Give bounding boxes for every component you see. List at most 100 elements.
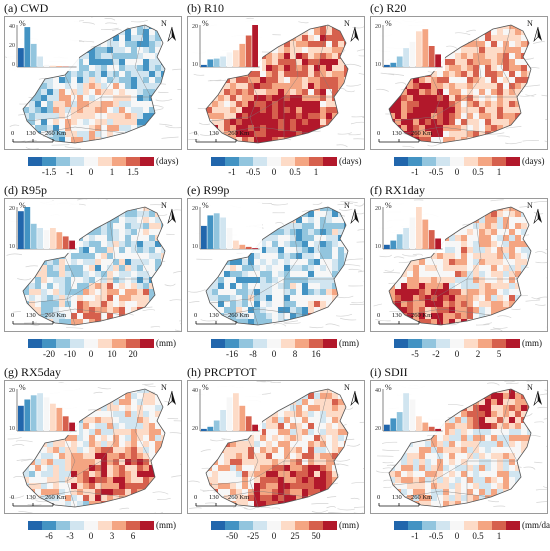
histogram-inset <box>382 389 443 432</box>
legend-swatch <box>323 157 337 166</box>
percent-label: % <box>385 201 392 210</box>
histogram-bar <box>233 393 239 431</box>
histogram-ytick: 10 <box>375 62 381 68</box>
panel-title: (h) PRCPTOT <box>187 365 257 379</box>
legend-tick: 3 <box>109 531 115 541</box>
legend-swatch <box>506 521 520 530</box>
legend-swatch <box>436 339 450 348</box>
legend-tick: 0 <box>271 531 277 541</box>
legend-tick: 6 <box>130 531 136 541</box>
histogram-bar <box>50 65 56 67</box>
histogram-bar <box>435 54 441 67</box>
histogram-bar <box>213 213 220 249</box>
histogram-ytick: 20 <box>375 206 381 212</box>
histogram-bar <box>226 228 233 249</box>
legend-swatch <box>478 157 492 166</box>
legend-swatch <box>253 521 267 530</box>
histogram-bar <box>403 228 409 249</box>
scale-bar <box>195 139 237 143</box>
scale-bar <box>378 503 420 507</box>
legend-tick: 16 <box>311 349 321 359</box>
north-label: N <box>527 19 533 28</box>
legend-swatch <box>309 157 323 166</box>
histogram-inset <box>199 25 260 68</box>
percent-label: % <box>19 383 26 392</box>
legend-tick: 0 <box>271 349 277 359</box>
legend-unit: (mm/day) <box>522 520 550 530</box>
legend-swatch <box>126 339 140 348</box>
histogram-ytick: 10 <box>192 244 198 250</box>
scale-bar-end: 260 Km <box>411 130 433 137</box>
north-label: N <box>161 19 167 28</box>
map-frame: % 40 20 N 0 130 260 Km <box>187 380 365 514</box>
north-label: N <box>161 201 167 210</box>
legend-swatch <box>126 521 140 530</box>
histogram-bar <box>69 422 75 431</box>
percent-label: % <box>19 19 26 28</box>
legend-swatch <box>98 521 112 530</box>
histogram-bar <box>252 248 258 249</box>
legend-tick: 0 <box>454 167 460 177</box>
legend-tick: -8 <box>249 349 257 359</box>
map-canvas <box>373 381 547 508</box>
legend-tick: 1 <box>496 531 502 541</box>
legend-tick: 8 <box>292 349 298 359</box>
histogram-bar <box>56 407 63 431</box>
histogram-bar <box>390 240 397 249</box>
histogram-bar <box>435 238 441 249</box>
legend-swatch <box>42 157 56 166</box>
histogram-ytick: 10 <box>375 244 381 250</box>
scale-bar-zero: 0 <box>194 494 198 501</box>
north-arrow-icon <box>350 390 359 407</box>
legend-tick: -2 <box>432 349 440 359</box>
histogram-bar <box>416 31 422 67</box>
map-frame: % 40 20 0 N 0 130 260 Km <box>4 16 182 150</box>
histogram-bar <box>37 228 43 249</box>
histogram-ytick: 40 <box>9 24 15 30</box>
panel-title: (g) RX5day <box>4 365 61 379</box>
scale-bar-mid: 130 <box>209 312 219 319</box>
legend-swatch <box>422 339 436 348</box>
histogram-ytick: 20 <box>192 426 198 432</box>
histogram-bar <box>384 244 390 249</box>
scale-bar-end: 260 Km <box>411 494 433 501</box>
legend-swatch <box>281 339 295 348</box>
histogram-inset <box>382 207 443 250</box>
scale-bar-end: 260 Km <box>228 312 250 319</box>
histogram-bar <box>213 58 220 67</box>
legend-tick: 0 <box>271 167 277 177</box>
scale-bar-mid: 130 <box>392 130 402 137</box>
histogram-bar <box>37 393 43 431</box>
legend-swatch <box>28 157 42 166</box>
histogram-bar <box>18 211 24 249</box>
legend-swatch <box>28 521 42 530</box>
legend-swatch <box>506 339 520 348</box>
legend-swatch <box>394 157 408 166</box>
color-legend <box>394 521 520 530</box>
scale-bar-mid: 130 <box>392 494 402 501</box>
legend-swatch <box>98 157 112 166</box>
legend-tick: -0.5 <box>428 531 444 541</box>
histogram-ytick: 20 <box>9 43 15 49</box>
legend-swatch <box>84 521 98 530</box>
legend-swatch <box>478 339 492 348</box>
scale-bar-mid: 130 <box>209 494 219 501</box>
histogram-bar <box>24 27 31 68</box>
histogram-bar <box>43 64 50 67</box>
legend-swatch <box>112 339 126 348</box>
map-canvas <box>6 382 181 513</box>
map-canvas <box>5 17 181 149</box>
histogram-bar <box>245 246 252 249</box>
histogram-bar <box>390 62 397 67</box>
histogram-inset <box>199 389 260 432</box>
legend-swatch <box>408 157 422 166</box>
legend-swatch <box>450 157 464 166</box>
north-arrow-icon <box>533 26 542 43</box>
histogram-bar <box>409 399 416 431</box>
legend-swatch <box>309 521 323 530</box>
histogram-bar <box>30 395 37 431</box>
histogram-bar <box>226 52 233 67</box>
legend-tick: 0.5 <box>472 167 484 177</box>
histogram-ytick: 20 <box>192 24 198 30</box>
histogram-inset <box>199 207 260 250</box>
